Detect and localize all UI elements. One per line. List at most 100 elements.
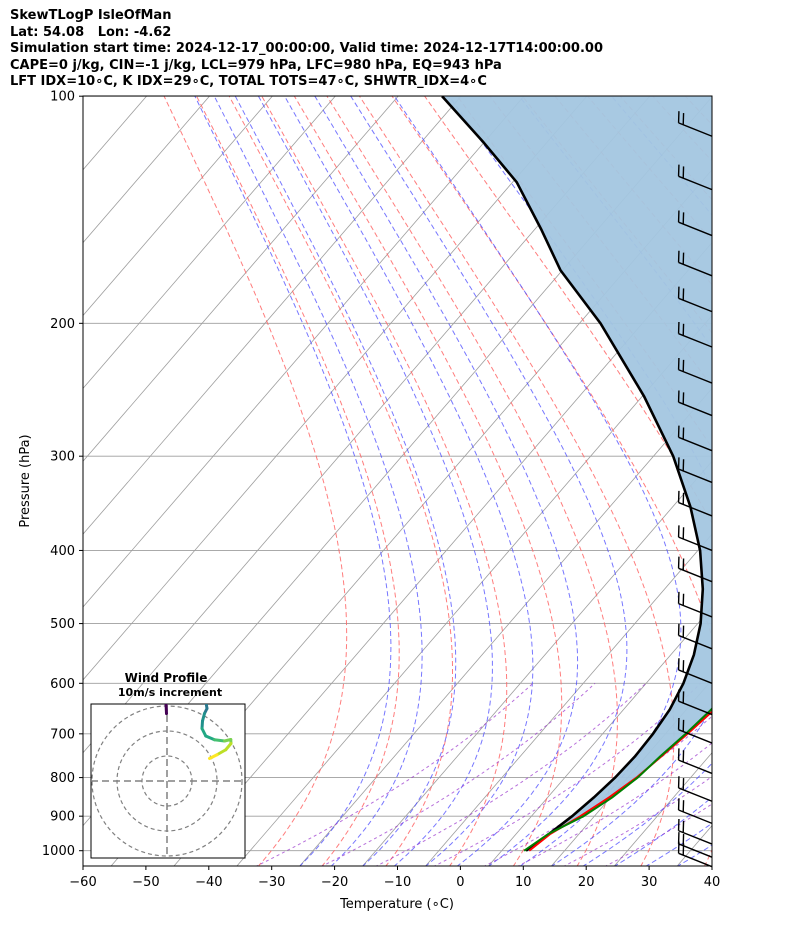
mixing-ratio-line [517,742,712,866]
title-line-2: Lat: 54.08 Lon: -4.62 [10,24,172,40]
moist-adiabat [350,96,628,866]
mixing-ratio-line [255,682,534,866]
isotherm-line [236,314,712,866]
x-tick-label: −40 [195,875,222,890]
mixing-ratio-line [321,682,596,866]
x-tick-label: −30 [258,875,285,890]
wind-barb-shaft [678,700,713,716]
wind-barb-shaft [678,468,713,484]
x-tick-label: −60 [69,875,96,890]
wind-barb-shaft [678,852,713,868]
dry-adiabat [783,96,794,867]
moist-adiabat [394,96,682,866]
dry-adiabat [261,96,508,866]
isotherm-line [425,533,712,866]
wind-barb-shaft [678,297,713,313]
wind-barb-shaft [678,175,713,191]
wind-barb-shaft [678,501,713,517]
hodograph-title: Wind Profile [125,671,208,685]
y-tick-label: 400 [50,544,75,559]
moist-adiabat [284,96,534,866]
y-tick-label: 100 [50,90,75,105]
isotherm-line [83,96,273,317]
wind-barb-shaft [678,809,713,825]
parcel-profile-line [441,96,705,852]
x-tick-label: −50 [132,875,159,890]
mixing-ratio-line [433,682,701,866]
hodograph-trace-segment [215,748,228,757]
hodograph-trace-segment [204,734,216,742]
dry-adiabat [163,96,348,866]
mixing-ratio-line [375,682,647,866]
wind-barb-shaft [678,536,713,552]
x-tick-label: 40 [704,875,721,890]
wind-barb-shaft [678,436,713,452]
x-tick-label: −20 [321,875,348,890]
x-tick-label: 30 [641,875,658,890]
y-axis-label: Pressure (hPa) [18,434,33,527]
title-line-1: SkewTLogP IsleOfMan [10,8,172,23]
wind-barb-shaft [678,669,713,684]
wind-barb-shaft [678,567,713,583]
isotherm-line [83,96,399,462]
y-tick-label: 800 [50,771,75,786]
dry-adiabat [326,96,618,866]
axis-ticks-layer: −60 −50 −40 −30 −20 −10 0 10 20 30 40 100 200 300 400 5… [42,90,720,890]
cape-cin-shading [442,96,712,851]
wind-barb-shaft [678,333,713,348]
y-tick-label: 1000 [42,844,75,859]
hodograph-trace-segment [213,738,226,743]
wind-barb-shaft [678,634,713,650]
title-line-5: LFT IDX=10∘C, K IDX=29∘C, TOTAL TOTS=47∘… [10,74,487,89]
dry-adiabat [391,96,712,866]
isotherm-line [83,96,588,681]
hodograph-subtitle: 10m/s increment [118,686,222,699]
wind-barb-shaft [678,369,713,384]
isotherm-line [83,96,336,390]
wind-barb-shaft [678,401,713,417]
chart-title-block: SkewTLogP IsleOfMan Lat: 54.08 Lon: -4.62… [10,8,603,91]
dewpoint-profile-line [523,707,712,852]
dry-adiabat [228,96,453,866]
moist-adiabat [258,96,493,866]
y-tick-label: 500 [50,617,75,632]
hodograph-trace-segment [164,704,168,715]
x-tick-label: 0 [456,875,464,890]
hodograph-inset: Wind Profile 10m/s increment [90,671,246,859]
dry-adiabat [359,96,675,866]
isotherm-line [83,96,462,535]
mixing-ratio-line [604,803,712,866]
y-tick-label: 300 [50,450,75,465]
wind-barb-shaft [678,729,713,744]
y-tick-label: 900 [50,810,75,825]
y-tick-label: 700 [50,727,75,742]
isotherm-line [83,96,210,244]
y-tick-label: 200 [50,317,75,332]
moist-adiabat [194,96,392,866]
dry-adiabat [196,96,400,866]
background-lines-layer [83,96,794,867]
isotherm-line [740,96,794,866]
wind-barb-shaft [678,787,713,802]
isotherm-line [83,96,525,608]
dry-adiabat [424,96,712,525]
title-line-3: Simulation start time: 2024-12-17_00:00:… [10,41,603,56]
isotherm-line [299,387,712,866]
title-line-4: CAPE=0 j/kg, CIN=-1 j/kg, LCL=979 hPa, L… [10,57,502,73]
wind-barb-shaft [678,122,713,137]
profile-data-layer [441,96,712,852]
wind-barb-shaft [678,602,713,618]
x-tick-label: −10 [384,875,411,890]
x-tick-label: 20 [578,875,595,890]
wind-barb-shaft [678,830,713,845]
dry-adiabat [293,96,563,866]
isotherm-line [487,606,712,866]
x-axis-label: Temperature (∘C) [339,897,454,912]
hodograph-trace-segment [208,753,219,760]
wind-barb-shaft [678,221,713,237]
wind-barb-shaft [678,261,713,277]
moist-adiabat [448,96,712,866]
y-tick-label: 600 [50,677,75,692]
dry-adiabat [718,96,794,867]
